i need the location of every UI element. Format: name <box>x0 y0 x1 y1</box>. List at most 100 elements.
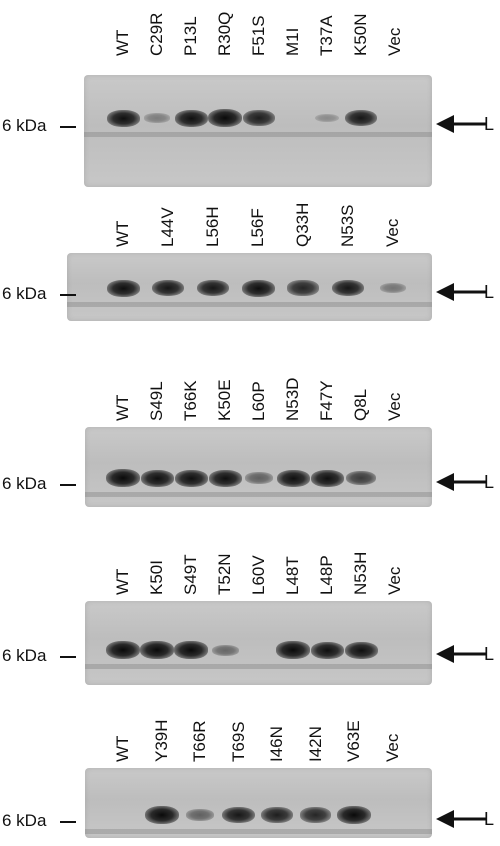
background-band <box>84 132 432 137</box>
protein-band <box>140 469 174 487</box>
marker-tick <box>60 294 76 296</box>
lane-label: F51S <box>249 15 268 56</box>
marker-tick <box>60 484 76 486</box>
marker-label: 6 kDa <box>2 811 47 830</box>
lane-label: Vec <box>385 392 404 421</box>
protein-band <box>344 109 378 127</box>
lane-label: N53D <box>283 377 302 421</box>
background-band <box>85 664 432 669</box>
band-label: L <box>484 644 495 664</box>
protein-band <box>314 113 340 123</box>
lane-label: S49L <box>147 381 166 421</box>
lane-label: WT <box>113 735 132 762</box>
lane-label: L56H <box>203 206 222 247</box>
lane-label: Y39H <box>151 719 171 762</box>
protein-band <box>241 279 275 297</box>
band-label: L <box>484 114 495 134</box>
protein-band <box>144 113 170 123</box>
protein-band <box>106 109 140 127</box>
band-label: L <box>484 809 495 829</box>
lane-label: T66K <box>181 380 200 421</box>
arrow-icon <box>436 810 486 828</box>
lane-label: Vec <box>385 566 404 595</box>
protein-band <box>174 109 208 127</box>
protein-band <box>287 280 319 296</box>
protein-band <box>186 809 214 821</box>
band-label: L <box>484 472 495 492</box>
lane-label: V63E <box>344 720 363 762</box>
lane-label: I42N <box>305 726 325 762</box>
lane-label: Vec <box>383 218 402 247</box>
lane-label: I46N <box>267 726 286 762</box>
protein-band <box>310 641 344 659</box>
arrow-icon <box>436 115 486 133</box>
protein-band <box>310 469 344 487</box>
lane-label: L48P <box>317 555 336 595</box>
lane-label: M1I <box>283 27 302 56</box>
protein-band <box>243 110 275 126</box>
lane-label: WT <box>113 29 132 56</box>
lane-label: L48T <box>283 556 302 595</box>
lane-label: L56F <box>248 208 267 247</box>
protein-band <box>151 279 185 297</box>
protein-band <box>144 806 179 824</box>
blot-membrane <box>67 253 432 321</box>
lane-label: L44V <box>158 207 177 247</box>
lane-label: Q33H <box>293 202 312 247</box>
band-label: L <box>484 282 495 302</box>
lane-label: K50I <box>147 560 166 595</box>
blot-membrane <box>85 768 432 838</box>
lane-label: Vec <box>382 733 402 762</box>
lane-label: S49T <box>181 554 200 595</box>
protein-band <box>211 644 239 656</box>
protein-band <box>196 279 230 297</box>
background-band <box>67 302 432 307</box>
protein-band <box>140 641 174 659</box>
blot-membrane <box>85 601 432 685</box>
lane-label: N53H <box>351 551 370 595</box>
marker-tick <box>60 821 76 823</box>
lane-label: C29R <box>147 12 166 56</box>
marker-label: 6 kDa <box>2 646 47 665</box>
lane-label: P13L <box>181 16 200 56</box>
lane-label: WT <box>113 568 132 595</box>
lane-label: N53S <box>338 204 357 247</box>
lane-label: T37A <box>317 15 336 56</box>
protein-band <box>222 806 255 824</box>
lane-label: T69S <box>228 721 248 762</box>
lane-label: R30Q <box>215 11 234 56</box>
marker-tick <box>60 126 76 128</box>
protein-band <box>208 469 242 487</box>
protein-band <box>106 641 140 659</box>
lane-label: F47Y <box>317 380 336 421</box>
protein-band <box>344 641 378 659</box>
protein-band <box>276 469 310 487</box>
protein-band <box>299 807 332 823</box>
protein-band <box>346 471 376 485</box>
lane-label: L60P <box>249 381 268 421</box>
protein-band <box>337 806 371 824</box>
arrow-icon <box>436 283 486 301</box>
protein-band <box>276 641 310 659</box>
lane-label: Vec <box>385 27 404 56</box>
protein-band <box>261 807 293 823</box>
protein-band <box>208 109 242 127</box>
marker-label: 6 kDa <box>2 474 47 493</box>
lane-label: WT <box>113 394 132 421</box>
lane-label: L60V <box>249 555 268 595</box>
protein-band <box>380 283 406 293</box>
protein-band <box>174 469 208 487</box>
blot-membrane <box>84 75 432 187</box>
lane-label: T66R <box>190 720 209 762</box>
lane-label: K50E <box>215 379 234 421</box>
lane-label: Q8L <box>351 388 370 421</box>
blot-membrane <box>85 427 432 507</box>
protein-band <box>331 279 365 297</box>
background-band <box>85 492 432 497</box>
protein-band <box>245 472 273 484</box>
protein-band <box>106 279 140 297</box>
arrow-icon <box>436 473 486 491</box>
lane-label: K50N <box>351 13 370 56</box>
marker-tick <box>60 656 76 658</box>
marker-label: 6 kDa <box>2 116 47 135</box>
